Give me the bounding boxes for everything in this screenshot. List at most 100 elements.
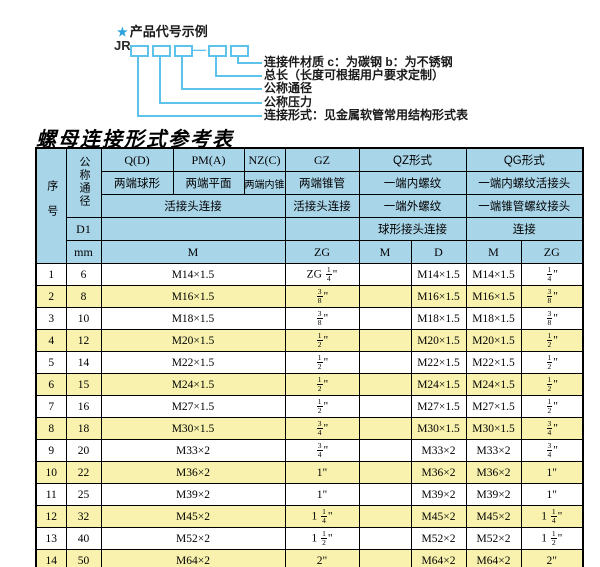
cell-qg-zg: 1 1 4 ": [520, 505, 584, 528]
cell-qg-zg: 3 8 ": [520, 307, 584, 330]
header-gz: GZ: [284, 147, 360, 172]
cell-qz-d: M18×1.5: [410, 307, 467, 330]
cell-dn: 20: [65, 439, 102, 462]
table-row: 11 25 M39×2 1" M39×2 M39×2 1": [35, 483, 584, 506]
header-qz-sub1: 一端内螺纹: [358, 171, 467, 195]
header-blank-left: [100, 217, 286, 241]
cell-qz-m: [358, 373, 412, 396]
header-pm: PM(A): [172, 147, 245, 172]
cell-qz-m: [358, 417, 412, 440]
cell-gz-zg: 1": [284, 461, 360, 484]
cell-dn: 40: [65, 527, 102, 550]
cell-qg-zg: 1 4 ": [520, 263, 584, 286]
cell-gz-zg: 1 1 2 ": [284, 527, 360, 550]
cell-dn: 50: [65, 549, 102, 567]
header-qg-sub3: 连接: [465, 217, 584, 241]
star-icon: ★: [117, 25, 128, 39]
cell-dn: 10: [65, 307, 102, 330]
header-qz-sub2: 一端外螺纹: [358, 194, 467, 218]
cell-m: M52×2: [100, 527, 286, 550]
header-qz-d: D: [410, 240, 467, 264]
leader-line: [215, 75, 262, 77]
cell-m: M22×1.5: [100, 351, 286, 374]
cell-qg-m: M14×1.5: [465, 263, 522, 286]
cell-qz-d: M16×1.5: [410, 285, 467, 308]
code-separator: —: [193, 42, 206, 57]
cell-qz-m: [358, 329, 412, 352]
leader-line: [237, 55, 239, 64]
header-qg-sub1: 一端内螺纹活接头: [465, 171, 584, 195]
leader-line: [215, 55, 217, 77]
header-q-sub: 两端球形: [100, 171, 174, 195]
cell-seq: 13: [35, 527, 67, 550]
cell-qz-d: M64×2: [410, 549, 467, 567]
cell-seq: 9: [35, 439, 67, 462]
cell-qz-m: [358, 439, 412, 462]
cell-qg-m: M27×1.5: [465, 395, 522, 418]
cell-seq: 14: [35, 549, 67, 567]
cell-qg-m: M20×1.5: [465, 329, 522, 352]
cell-qz-d: M14×1.5: [410, 263, 467, 286]
cell-qg-m: M18×1.5: [465, 307, 522, 330]
cell-qg-m: M36×2: [465, 461, 522, 484]
cell-gz-zg: 3 4 ": [284, 439, 360, 462]
callout-diameter: 公称通径: [264, 81, 313, 95]
header-dn: 公称通径: [65, 147, 102, 218]
cell-qg-m: M16×1.5: [465, 285, 522, 308]
cell-seq: 8: [35, 417, 67, 440]
table-row: 10 22 M36×2 1" M36×2 M36×2 1": [35, 461, 584, 484]
code-prefix: JR: [114, 38, 131, 53]
cell-dn: 15: [65, 373, 102, 396]
cell-seq: 5: [35, 351, 67, 374]
cell-dn: 6: [65, 263, 102, 286]
header-qg-sub2: 一端锥管螺纹接头: [465, 194, 584, 218]
header-qz-m: M: [358, 240, 412, 264]
header-qz-sub3: 球形接头连接: [358, 217, 467, 241]
cell-m: M30×1.5: [100, 417, 286, 440]
cell-m: M14×1.5: [100, 263, 286, 286]
cell-m: M33×2: [100, 439, 286, 462]
code-box-4: [208, 45, 227, 57]
cell-qz-d: M24×1.5: [410, 373, 467, 396]
header-nz: NZ(C): [243, 147, 286, 172]
cell-qz-d: M20×1.5: [410, 329, 467, 352]
table-row: 1 6 M14×1.5 ZG 1 4 " M14×1.5 M14×1.5 1 4 ": [35, 263, 584, 286]
cell-qg-m: M39×2: [465, 483, 522, 506]
cell-gz-zg: ZG 1 4 ": [284, 263, 360, 286]
cell-m: M24×1.5: [100, 373, 286, 396]
header-gz-zg: ZG: [284, 240, 360, 264]
cell-qg-zg: 3 4 ": [520, 439, 584, 462]
diagram-heading-text: 产品代号示例: [129, 24, 208, 39]
cell-dn: 18: [65, 417, 102, 440]
header-union-left: 活接头连接: [100, 194, 286, 218]
cell-qz-m: [358, 483, 412, 506]
cell-m: M16×1.5: [100, 285, 286, 308]
cell-qg-m: M33×2: [465, 439, 522, 462]
cell-qg-m: M24×1.5: [465, 373, 522, 396]
cell-qg-m: M30×1.5: [465, 417, 522, 440]
cell-gz-zg: 1 2 ": [284, 373, 360, 396]
callout-pressure: 公称压力: [264, 95, 313, 109]
reference-table: 序号 公称通径 Q(D) PM(A) NZ(C) GZ QZ形式 QG形式 两端…: [35, 147, 585, 567]
cell-qg-zg: 3 8 ": [520, 285, 584, 308]
cell-seq: 3: [35, 307, 67, 330]
cell-qz-d: M39×2: [410, 483, 467, 506]
cell-qg-zg: 1": [520, 483, 584, 506]
table-row: 12 32 M45×2 1 1 4 " M45×2 M45×2 1 1 4 ": [35, 505, 584, 528]
table-row: 6 15 M24×1.5 1 2 " M24×1.5 M24×1.5 1 2 ": [35, 373, 584, 396]
code-box-1: [130, 45, 149, 57]
cell-qg-zg: 1 1 2 ": [520, 527, 584, 550]
leader-line: [159, 55, 161, 104]
header-gz-sub: 两端锥管: [284, 171, 360, 195]
cell-qz-d: M30×1.5: [410, 417, 467, 440]
cell-gz-zg: 3 4 ": [284, 417, 360, 440]
cell-gz-zg: 1": [284, 483, 360, 506]
code-box-5: [230, 45, 249, 57]
cell-gz-zg: 1 2 ": [284, 395, 360, 418]
callout-material: 连接件材质 c：为碳钢 b：为不锈钢: [264, 55, 453, 69]
table-body: 1 6 M14×1.5 ZG 1 4 " M14×1.5 M14×1.5 1 4 " 2 8 M16×1.…: [35, 263, 584, 567]
cell-qg-m: M64×2: [465, 549, 522, 567]
table-row: 4 12 M20×1.5 1 2 " M20×1.5 M20×1.5 1 2 ": [35, 329, 584, 352]
cell-m: M20×1.5: [100, 329, 286, 352]
cell-dn: 14: [65, 351, 102, 374]
